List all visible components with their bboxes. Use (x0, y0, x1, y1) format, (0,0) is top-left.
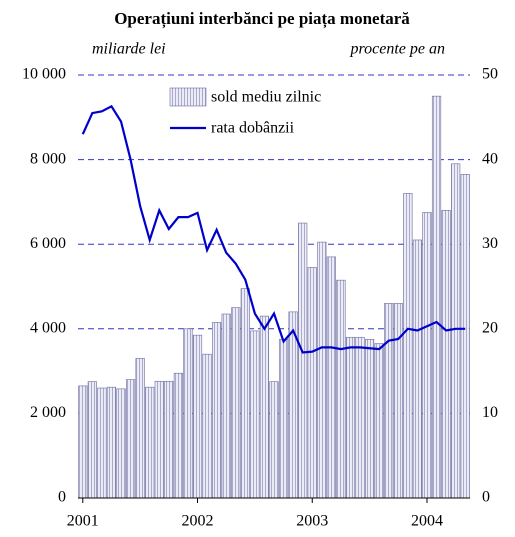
bar (298, 222, 308, 499)
bar (135, 358, 145, 499)
bar (278, 339, 289, 499)
bar (326, 256, 336, 499)
bar (154, 380, 164, 499)
bar (173, 372, 183, 499)
bar (240, 288, 250, 499)
y2-tick-label: 40 (482, 150, 498, 167)
y2-tick-label: 30 (482, 235, 498, 252)
bar (250, 330, 260, 499)
bar (269, 381, 279, 499)
legend-label: rata dobânzii (211, 120, 295, 137)
x-tick-label: 2001 (67, 513, 99, 530)
bar (202, 353, 212, 499)
bar (460, 174, 470, 499)
y2-tick-label: 10 (482, 404, 498, 421)
bar (97, 387, 107, 499)
bar (145, 386, 155, 499)
y2-axis-label: procente pe an (350, 41, 445, 58)
chart-title: Operațiuni interbănci pe piața monetară (114, 9, 410, 29)
y-tick-label: 0 (58, 489, 66, 506)
y2-tick-label: 0 (482, 489, 490, 506)
bar (412, 239, 422, 499)
bar (192, 334, 203, 499)
bar (126, 379, 136, 499)
legend-label: sold mediu zilnic (211, 89, 321, 106)
bar (393, 303, 403, 499)
y-tick-label: 2 000 (30, 404, 66, 421)
y-tick-label: 8 000 (30, 150, 66, 167)
bar (431, 95, 442, 499)
legend-swatch (169, 87, 207, 107)
bar (365, 339, 375, 499)
x-tick-label: 2002 (182, 513, 214, 530)
y2-tick-label: 20 (482, 319, 498, 336)
bar (231, 307, 241, 499)
x-tick-label: 2004 (411, 513, 443, 530)
bar (317, 241, 327, 499)
line (81, 104, 466, 354)
bar (307, 267, 317, 499)
bar (106, 386, 117, 499)
y-tick-label: 10 000 (22, 66, 66, 83)
y-axis-label: miliarde lei (92, 41, 166, 58)
bar (78, 385, 88, 499)
x-tick-label: 2003 (296, 513, 328, 530)
bar (221, 313, 231, 499)
bar (355, 336, 365, 499)
bar (403, 193, 413, 499)
bar (374, 343, 384, 499)
bar (384, 303, 394, 499)
bar (87, 381, 97, 499)
bar (212, 322, 222, 499)
y2-tick-label: 50 (482, 66, 498, 83)
bar (441, 210, 451, 499)
bar (164, 380, 174, 499)
bar (183, 328, 193, 499)
bar (345, 336, 356, 499)
bar (451, 163, 461, 499)
bar (422, 212, 432, 499)
y-tick-label: 6 000 (30, 235, 66, 252)
bar (259, 315, 270, 499)
bar (336, 279, 346, 499)
bar (116, 388, 126, 499)
y-tick-label: 4 000 (30, 319, 66, 336)
